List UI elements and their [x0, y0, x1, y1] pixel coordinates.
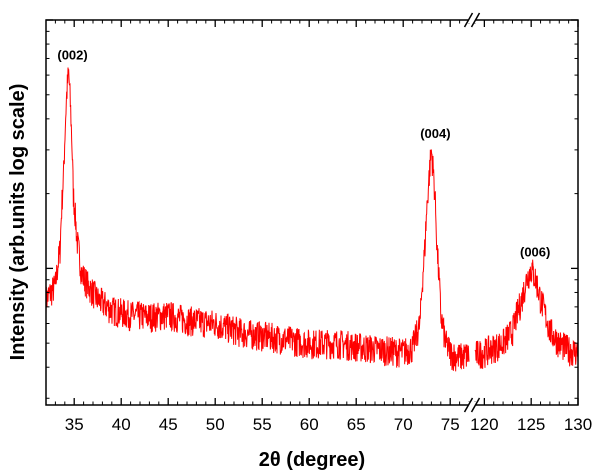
- peak-label: (006): [520, 244, 550, 259]
- x-tick-label: 35: [65, 415, 84, 434]
- x-tick-label: 50: [206, 415, 225, 434]
- series-line-segment-2: [474, 259, 579, 370]
- x-tick-label: 60: [300, 415, 319, 434]
- axis-break-marks: [463, 12, 481, 413]
- y-axis-title: Intensity (arb.units log scale): [7, 84, 29, 361]
- x-tick-label: 55: [253, 415, 272, 434]
- peak-label: (004): [420, 126, 450, 141]
- x-tick-label: 40: [112, 415, 131, 434]
- series-line-segment-1: [45, 67, 470, 372]
- peak-label: (002): [57, 48, 87, 63]
- axis-break-gap-top: [468, 17, 476, 23]
- axis-break-slash: [470, 397, 481, 413]
- x-tick-label: 120: [470, 415, 498, 434]
- x-tick-label: 45: [159, 415, 178, 434]
- x-tick-label: 75: [441, 415, 460, 434]
- axis-break-gap-bottom: [468, 402, 476, 408]
- plot-frame: [45, 19, 579, 406]
- x-tick-label: 130: [564, 415, 592, 434]
- x-axis-title: 2θ (degree): [259, 449, 365, 471]
- axis-break-slash: [470, 12, 481, 28]
- x-tick-label: 125: [517, 415, 545, 434]
- tick-layer: 35 40 45 50 55 60 65 70 75 120 125 130: [45, 20, 592, 434]
- axis-break-slash: [463, 397, 474, 413]
- series-layer: [45, 67, 579, 372]
- x-tick-label: 65: [347, 415, 366, 434]
- x-tick-label: 70: [394, 415, 413, 434]
- axis-break-slash: [463, 12, 474, 28]
- y-tick-layer: [46, 19, 578, 399]
- peak-label-layer: (002) (004) (006): [57, 48, 550, 260]
